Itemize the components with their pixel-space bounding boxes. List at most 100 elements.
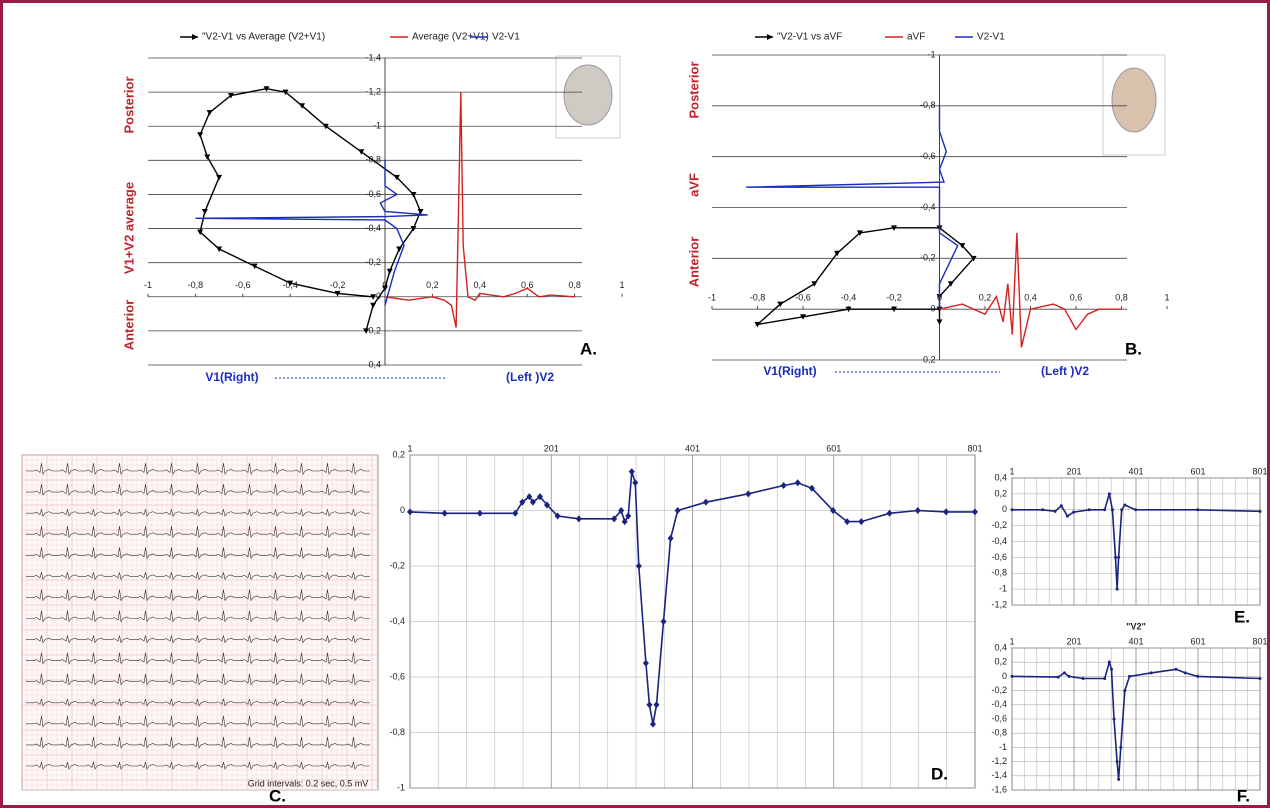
y-tick-label: -0,4 (991, 699, 1007, 709)
x-tick-label: 0,8 (1115, 293, 1128, 303)
marker (653, 701, 660, 709)
legend-label: Average (V2+V1) (412, 32, 489, 43)
x-tick-label: -0,4 (841, 293, 857, 303)
legend-swatch (192, 34, 198, 40)
marker (844, 518, 851, 526)
x-tick-label: 801 (967, 443, 982, 453)
marker (1115, 587, 1119, 591)
marker (642, 659, 649, 667)
marker (1112, 717, 1116, 721)
x-tick-label: 801 (1252, 636, 1267, 646)
ecg-trace (26, 698, 370, 707)
y-tick-label: -0,4 (920, 202, 936, 212)
marker (1041, 508, 1045, 512)
marker (512, 509, 519, 517)
y-tick-label: -0,2 (920, 253, 936, 263)
x-tick-label: -0,8 (188, 280, 204, 290)
marker (1110, 508, 1114, 512)
y-tick-label: 0,4 (368, 359, 381, 369)
marker (216, 246, 223, 253)
y-tick-label: 0 (400, 505, 405, 515)
ecg-trace (26, 715, 370, 728)
panel-label: D. (931, 764, 948, 783)
panel-label: E. (1234, 607, 1250, 626)
ecg-trace (26, 572, 370, 581)
legend-label: V2-V1 (492, 32, 520, 43)
marker (943, 508, 950, 516)
marker (282, 89, 289, 96)
marker (1081, 677, 1085, 681)
marker (417, 209, 424, 215)
ecg-trace (26, 652, 370, 665)
marker (674, 507, 681, 514)
marker (780, 482, 787, 490)
y-tick-label: 0,2 (994, 488, 1007, 498)
marker (529, 498, 536, 506)
marker (649, 720, 656, 728)
y-tick-label: 0,2 (994, 657, 1007, 667)
y-tick-label: -0,2 (991, 685, 1007, 695)
y-tick-label: -0,6 (920, 151, 936, 161)
series-line (746, 105, 959, 310)
chart: 0,4 0,2 0 -0,2 -0,4 -0,6 -0,8 -1 -1,2 -1,4 -1,6 1 20… (991, 621, 1267, 805)
y-tick-label: -0,8 (389, 727, 405, 737)
marker (1056, 675, 1060, 679)
marker (476, 509, 483, 517)
marker (754, 321, 761, 328)
marker (1114, 555, 1118, 559)
marker (334, 290, 341, 297)
marker (1062, 671, 1066, 675)
bottom-label: V1(Right) (763, 364, 816, 378)
marker (519, 498, 526, 506)
y-tick-label: -0,4 (389, 616, 405, 626)
ecg-trace (26, 547, 370, 560)
x-tick-label: 1 (619, 280, 624, 290)
marker (1258, 677, 1262, 681)
marker (370, 302, 377, 309)
marker (1010, 674, 1014, 678)
ecg-trace (26, 509, 370, 517)
ecg-trace (26, 610, 370, 623)
marker (1110, 667, 1114, 671)
y-tick-label: 0,4 (994, 642, 1007, 652)
marker (526, 493, 533, 501)
marker (621, 518, 628, 526)
panel-label: A. (580, 339, 597, 358)
series-line (195, 160, 428, 306)
marker (1053, 509, 1057, 513)
ecg-trace (26, 462, 370, 475)
x-tick-label: 401 (685, 443, 700, 453)
side-label: V1+V2 average (121, 182, 136, 274)
marker (891, 306, 897, 313)
marker (1196, 508, 1200, 512)
marker (1123, 689, 1127, 693)
x-tick-label: -1 (708, 293, 716, 303)
side-label: Posterior (686, 61, 701, 118)
x-tick-label: 0,6 (521, 280, 534, 290)
marker (370, 294, 377, 300)
marker (1117, 555, 1121, 559)
x-tick-label: 201 (1066, 466, 1081, 476)
y-tick-label: 0,2 (392, 449, 405, 459)
x-tick-label: 201 (544, 443, 559, 453)
marker (811, 281, 818, 287)
y-tick-label: -0,4 (991, 536, 1007, 546)
y-tick-label: -0,2 (389, 560, 405, 570)
y-tick-label: -0,8 (991, 728, 1007, 738)
marker (1107, 660, 1111, 664)
y-tick-label: -1 (397, 782, 405, 792)
marker (441, 509, 448, 517)
x-tick-label: 601 (826, 443, 841, 453)
chart: -1-0,8-0,6-0,4-0,200,2-1 -0,8 -0,6 -0,4 -0,2… (686, 32, 1169, 379)
y-tick-label: -0,4 (365, 223, 381, 233)
side-label: Posterior (121, 76, 136, 133)
marker (1059, 504, 1063, 508)
marker (206, 110, 213, 116)
marker (800, 314, 806, 320)
marker (382, 285, 388, 292)
marker (393, 174, 400, 181)
x-tick-label: 0,4 (1024, 293, 1037, 303)
y-tick-label: 0,2 (368, 325, 381, 335)
chart: 0,4 0,2 0 -0,2 -0,4 -0,6 -0,8 -1 -1,2 1 201 401 601 8… (991, 466, 1267, 626)
marker (544, 501, 551, 509)
